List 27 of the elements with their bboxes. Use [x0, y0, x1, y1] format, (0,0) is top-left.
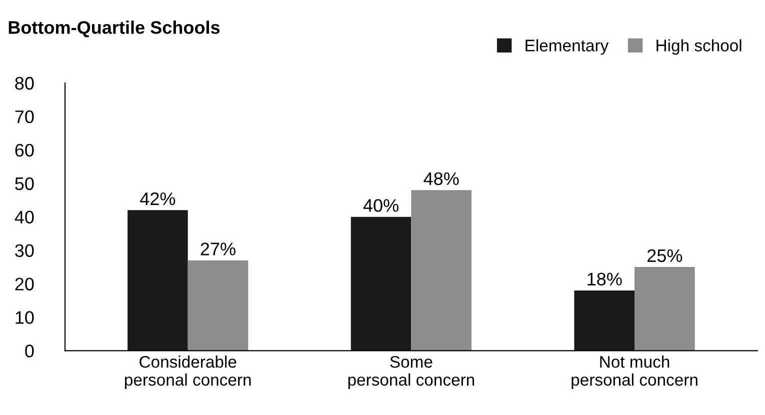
- y-tick-label: 10: [16, 311, 34, 324]
- bar: [188, 260, 248, 351]
- bar: [574, 290, 635, 351]
- y-tick-label: 40: [14, 210, 34, 224]
- y-tick-label: 50: [15, 177, 34, 190]
- data-label: 18%: [588, 272, 622, 286]
- y-tick-label: 60: [15, 144, 34, 157]
- data-label: 48%: [424, 172, 459, 186]
- bar: [128, 210, 188, 351]
- bar: [411, 190, 472, 351]
- bar: [350, 216, 412, 351]
- x-tick-label: Considerable personal concern: [125, 356, 251, 390]
- data-label: 42%: [140, 192, 176, 206]
- x-tick-label: Some personal concern: [348, 356, 474, 390]
- y-tick-label: 30: [15, 244, 34, 258]
- chart-title: Bottom-Quartile Schools: [8, 20, 220, 38]
- data-label: 25%: [648, 249, 682, 262]
- y-tick-label: 0: [25, 344, 34, 358]
- data-label: 27%: [200, 242, 236, 256]
- y-tick-label: 70: [15, 110, 34, 124]
- y-tick-label: 20: [15, 278, 34, 290]
- legend-label: High school: [656, 39, 742, 55]
- data-label: 40%: [363, 199, 398, 212]
- y-tick-label: 80: [15, 76, 34, 90]
- x-tick-label: Not much personal concern: [572, 356, 698, 390]
- bar: [634, 267, 695, 351]
- legend-label: Elementary: [526, 39, 609, 55]
